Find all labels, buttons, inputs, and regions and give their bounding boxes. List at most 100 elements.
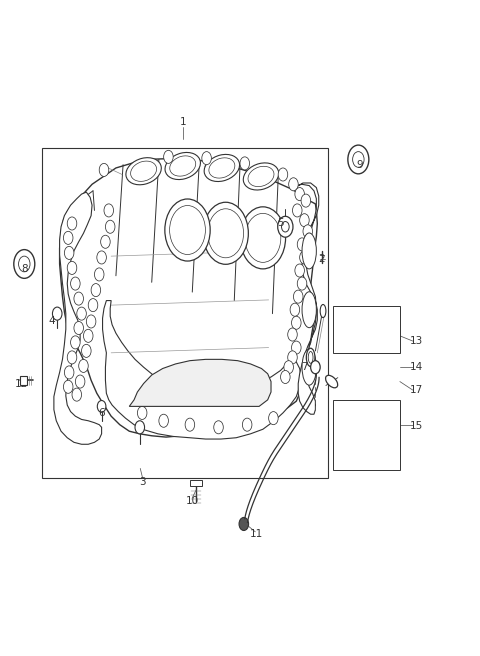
Polygon shape	[103, 300, 301, 439]
Ellipse shape	[131, 161, 156, 181]
Text: 5: 5	[277, 218, 284, 228]
Circle shape	[52, 307, 62, 320]
Circle shape	[159, 414, 168, 427]
Circle shape	[281, 371, 290, 384]
Circle shape	[71, 336, 80, 349]
Circle shape	[290, 303, 300, 316]
Text: 12: 12	[15, 379, 28, 388]
Text: 2: 2	[318, 255, 324, 264]
Ellipse shape	[204, 154, 240, 182]
Ellipse shape	[165, 199, 210, 261]
Circle shape	[137, 406, 147, 419]
Bar	[333, 400, 400, 470]
Ellipse shape	[169, 205, 205, 255]
Text: 1: 1	[180, 117, 186, 127]
Bar	[333, 306, 400, 353]
Circle shape	[86, 315, 96, 328]
Circle shape	[19, 256, 30, 272]
Text: 11: 11	[250, 529, 264, 539]
Polygon shape	[60, 158, 317, 437]
Circle shape	[269, 411, 278, 424]
Text: 17: 17	[410, 385, 423, 395]
Circle shape	[67, 217, 77, 230]
Polygon shape	[54, 192, 102, 444]
Circle shape	[300, 251, 309, 264]
Ellipse shape	[165, 152, 201, 180]
Text: 9: 9	[356, 159, 362, 170]
Circle shape	[300, 214, 309, 227]
Circle shape	[72, 388, 82, 401]
Circle shape	[284, 361, 293, 374]
Circle shape	[14, 250, 35, 278]
Circle shape	[64, 366, 74, 379]
Text: 10: 10	[186, 496, 199, 506]
Circle shape	[63, 232, 73, 245]
Circle shape	[348, 145, 369, 174]
Circle shape	[303, 225, 312, 238]
Circle shape	[99, 163, 109, 176]
Circle shape	[63, 380, 73, 394]
Circle shape	[293, 290, 303, 303]
Circle shape	[291, 316, 301, 329]
Circle shape	[297, 277, 307, 290]
Circle shape	[291, 341, 301, 354]
Circle shape	[135, 420, 144, 434]
Text: 4: 4	[48, 316, 55, 327]
Circle shape	[301, 194, 311, 207]
Circle shape	[91, 283, 101, 297]
Text: 8: 8	[21, 264, 28, 274]
Circle shape	[202, 152, 211, 165]
Text: 3: 3	[139, 476, 145, 487]
Circle shape	[106, 220, 115, 234]
Circle shape	[295, 188, 304, 201]
Circle shape	[295, 264, 304, 277]
Circle shape	[288, 351, 297, 364]
Circle shape	[104, 204, 114, 217]
Text: 13: 13	[410, 336, 423, 346]
Circle shape	[278, 168, 288, 181]
Ellipse shape	[203, 202, 248, 264]
Circle shape	[67, 351, 77, 364]
Circle shape	[240, 157, 250, 170]
Circle shape	[101, 236, 110, 249]
Ellipse shape	[240, 207, 286, 269]
Ellipse shape	[208, 209, 243, 258]
Circle shape	[71, 277, 80, 290]
Circle shape	[281, 222, 289, 232]
Circle shape	[64, 247, 74, 259]
Ellipse shape	[302, 292, 316, 328]
Bar	[191, 480, 202, 486]
Bar	[42, 148, 328, 478]
Bar	[21, 376, 27, 385]
Circle shape	[67, 261, 77, 274]
Ellipse shape	[245, 213, 281, 262]
Circle shape	[214, 420, 223, 434]
Circle shape	[97, 251, 107, 264]
Ellipse shape	[170, 156, 196, 176]
Ellipse shape	[209, 158, 235, 178]
Circle shape	[311, 361, 320, 374]
Circle shape	[353, 152, 364, 167]
Circle shape	[288, 328, 297, 341]
Ellipse shape	[126, 157, 161, 185]
Circle shape	[88, 298, 98, 312]
Circle shape	[288, 178, 298, 191]
Circle shape	[82, 344, 91, 358]
Text: 7: 7	[301, 362, 308, 372]
Ellipse shape	[325, 375, 338, 388]
Circle shape	[185, 418, 195, 431]
Circle shape	[292, 204, 302, 217]
Text: 6: 6	[98, 408, 105, 418]
Circle shape	[74, 292, 84, 305]
Circle shape	[95, 268, 104, 281]
Polygon shape	[129, 359, 271, 406]
Circle shape	[84, 329, 93, 342]
Circle shape	[297, 238, 307, 251]
Circle shape	[278, 216, 293, 237]
Circle shape	[74, 321, 84, 335]
Ellipse shape	[302, 233, 316, 269]
Ellipse shape	[306, 348, 315, 367]
Circle shape	[242, 418, 252, 431]
Polygon shape	[295, 183, 319, 414]
Ellipse shape	[248, 167, 274, 186]
